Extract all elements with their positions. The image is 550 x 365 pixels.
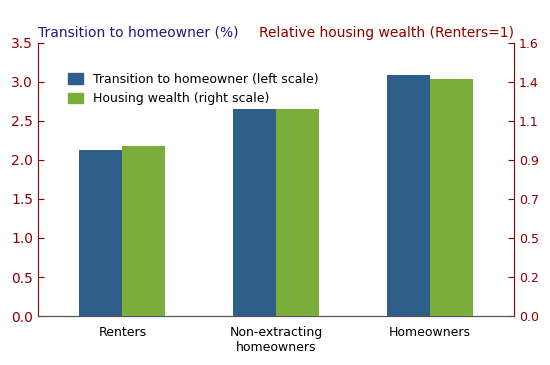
Legend: Transition to homeowner (left scale), Housing wealth (right scale): Transition to homeowner (left scale), Ho… [63,68,324,110]
Bar [233,109,276,316]
Bar [430,79,472,316]
Text: Transition to homeowner (%): Transition to homeowner (%) [38,26,239,40]
Bar [79,150,123,316]
Text: Relative housing wealth (Renters=1): Relative housing wealth (Renters=1) [259,26,514,40]
Bar [276,109,319,316]
Bar [123,146,166,316]
Bar [387,75,430,316]
